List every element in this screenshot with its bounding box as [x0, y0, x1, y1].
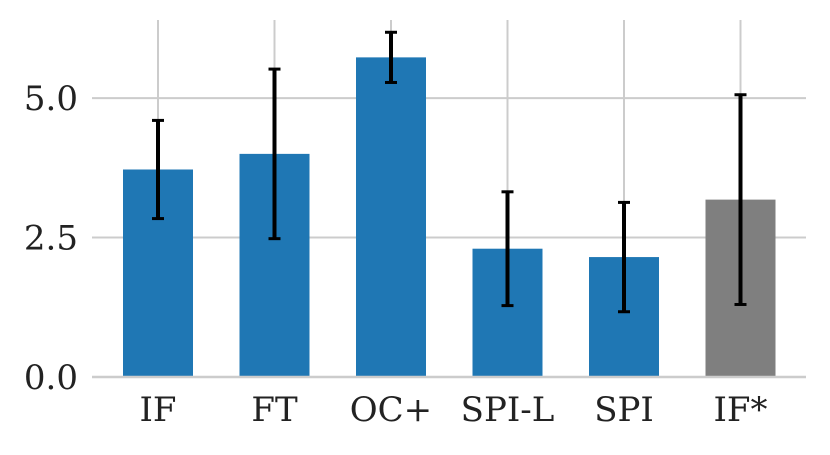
bar-2 — [356, 57, 426, 377]
x-tick-label-2: OC+ — [350, 390, 432, 430]
y-tick-label-1: 2.5 — [24, 219, 78, 259]
error-bar-3 — [501, 190, 514, 308]
x-tick-label-4: SPI — [594, 390, 654, 430]
x-tick-label-5: IF* — [713, 390, 767, 430]
y-tick-labels: 0.0 2.5 5.0 — [24, 79, 78, 398]
y-tick-label-2: 5.0 — [24, 79, 78, 119]
x-tick-label-1: FT — [251, 390, 298, 430]
error-bar-1 — [268, 67, 281, 241]
error-bar-0 — [152, 118, 164, 221]
error-bar-5 — [734, 93, 747, 306]
error-bar-2 — [385, 30, 397, 84]
y-tick-label-0: 0.0 — [24, 358, 78, 398]
x-tick-labels: IF FT OC+ SPI-L SPI IF* — [139, 390, 767, 430]
bars — [123, 57, 776, 377]
grid-lines — [92, 20, 806, 377]
error-bar-4 — [618, 200, 630, 314]
x-tick-label-3: SPI-L — [461, 390, 555, 430]
x-tick-label-0: IF — [139, 390, 176, 430]
error-bars — [152, 30, 747, 314]
